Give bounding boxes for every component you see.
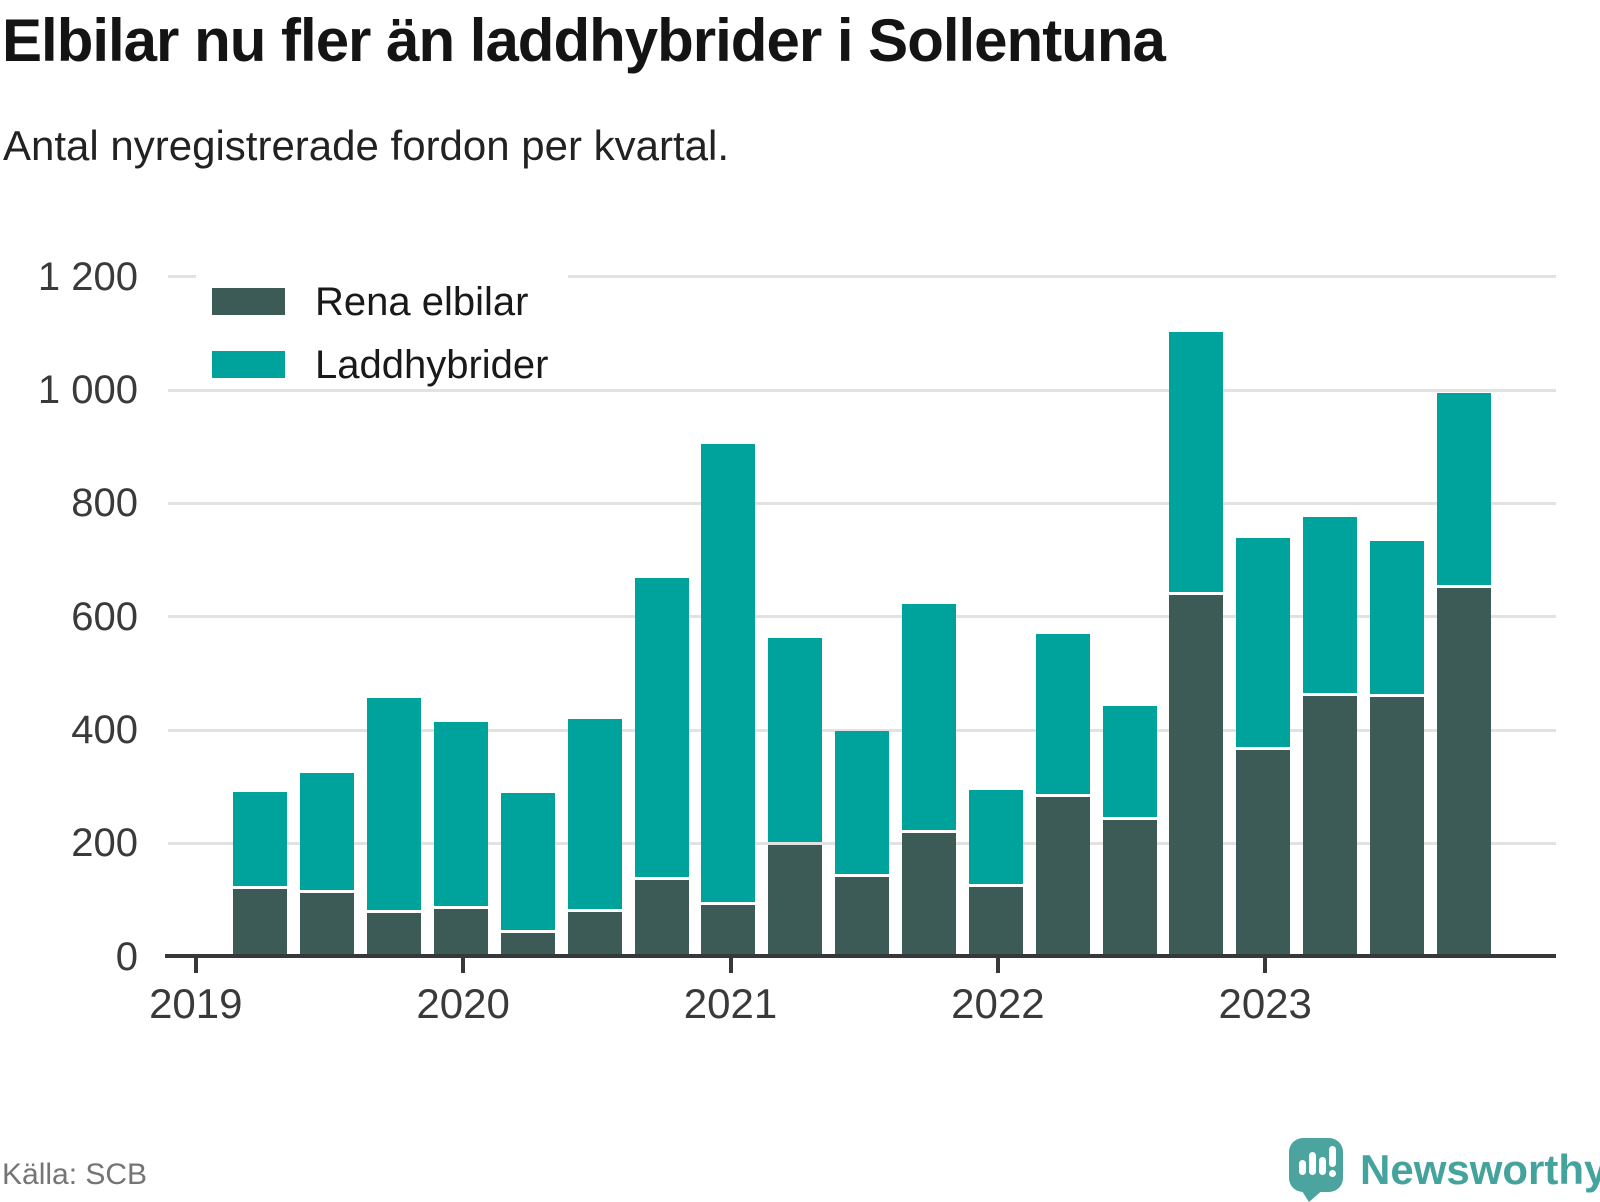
bar-segment-elbilar [835,877,890,955]
y-axis-label: 400 [71,708,138,752]
logo-bar-icon [1309,1152,1316,1175]
bar-segment-elbilar [433,909,488,955]
x-axis-tick [995,958,1000,973]
bar-segment-laddhybrid [968,790,1023,884]
bar-segment-laddhybrid [300,773,355,890]
legend-label-rena-elbilar: Rena elbilar [315,280,529,324]
x-axis-label-2020: 2020 [416,980,510,1027]
y-axis-label: 1 000 [37,368,138,413]
y-axis-label: 800 [71,481,138,526]
bar-segment-elbilar [634,879,689,955]
y-axis-label: 600 [71,594,138,639]
bar-segment-laddhybrid [1035,633,1090,795]
legend-label-laddhybrider: Laddhybrider [315,343,549,387]
gridline-1200 [168,275,1556,279]
bar-segment-laddhybrid [1169,331,1224,592]
x-axis-tick [1263,958,1268,973]
bar-segment-laddhybrid [233,791,288,886]
bar-segment-laddhybrid [768,638,823,843]
y-axis-label: 1 200 [37,254,138,299]
bar-segment-elbilar [1370,696,1425,955]
bar-segment-laddhybrid [634,577,689,877]
bar-segment-laddhybrid [701,444,756,902]
bar-segment-elbilar [367,913,422,955]
logo-bar-icon [1299,1160,1306,1175]
x-axis-label-2021: 2021 [683,980,778,1027]
logo-exclamation-icon [1329,1146,1336,1167]
x-axis-label-2022: 2022 [951,980,1045,1027]
source-note: Källa: SCB [2,1158,148,1191]
gridline-1000 [168,388,1556,392]
x-axis-tick [193,958,198,973]
bar-segment-laddhybrid [1303,516,1358,694]
x-axis-tick [728,958,733,973]
brand-wordmark: Newsworthy [1360,1146,1600,1193]
gridline-400 [168,728,1556,732]
gridline-800 [168,501,1556,505]
bar-segment-laddhybrid [1236,537,1291,747]
bar-segment-elbilar [300,892,355,955]
bar-segment-elbilar [768,845,823,955]
logo-exclamation-dot-icon [1329,1170,1336,1177]
y-axis-label: 0 [115,934,138,979]
bar-segment-laddhybrid [1102,705,1157,818]
x-axis-line [165,953,1556,958]
bar-segment-laddhybrid [1436,392,1491,585]
bar-segment-elbilar [1035,797,1090,955]
logo-bar-icon [1319,1157,1326,1175]
bar-segment-laddhybrid [367,697,422,911]
bar-segment-laddhybrid [500,793,555,931]
x-axis-tick [461,958,466,973]
bar-segment-elbilar [500,933,555,955]
gridline-600 [168,615,1556,619]
bar-segment-elbilar [701,904,756,955]
chart-subtitle: Antal nyregistrerade fordon per kvartal. [3,122,730,169]
bar-segment-laddhybrid [835,730,890,875]
bar-segment-elbilar [1102,820,1157,955]
bar-segment-elbilar [968,886,1023,955]
bar-segment-elbilar [233,888,288,955]
bar-segment-elbilar [1303,696,1358,955]
bar-segment-laddhybrid [1370,540,1425,694]
bar-segment-elbilar [1436,587,1491,955]
x-axis-label-2019: 2019 [149,980,243,1027]
bar-segment-laddhybrid [567,719,622,910]
x-axis-label-2023: 2023 [1218,980,1312,1027]
bar-segment-elbilar [567,912,622,955]
y-axis-label: 200 [71,821,138,866]
bar-segment-laddhybrid [902,604,956,831]
bar-segment-elbilar [1169,594,1224,955]
legend-swatch-rena-elbilar [212,288,285,315]
bar-segment-laddhybrid [433,721,488,907]
legend-swatch-laddhybrider [212,351,285,378]
bar-segment-elbilar [1236,749,1291,955]
chart-title: Elbilar nu fler än laddhybrider i Sollen… [2,7,1166,74]
speech-bubble-tail [1300,1188,1325,1202]
bar-segment-elbilar [902,833,956,955]
